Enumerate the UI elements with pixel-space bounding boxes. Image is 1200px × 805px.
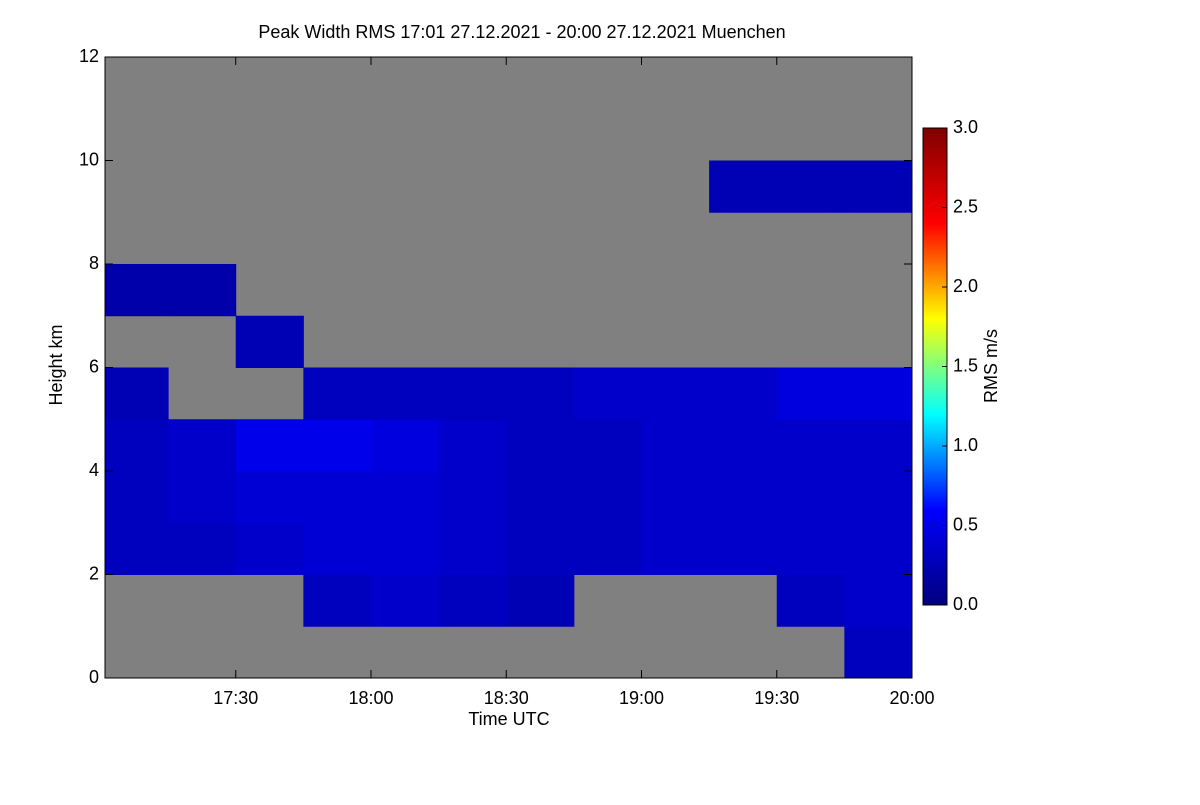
heatmap-cell	[438, 471, 507, 524]
heatmap-cell	[438, 522, 507, 575]
heatmap-cell	[438, 574, 507, 627]
heatmap-cell	[641, 419, 710, 472]
y-tick-label: 6	[89, 356, 99, 376]
heatmap-cell	[641, 522, 710, 575]
y-tick-label: 4	[89, 460, 99, 480]
heatmap-cell	[573, 522, 642, 575]
y-tick-label: 12	[79, 46, 99, 66]
heatmap-cell	[709, 160, 778, 213]
heatmap-cell	[776, 367, 845, 420]
heatmap-cell	[370, 367, 440, 420]
heatmap-cell	[105, 264, 169, 317]
heatmap-cell	[235, 419, 304, 472]
heatmap-cell	[844, 574, 912, 627]
heatmap-cell	[303, 419, 372, 472]
x-tick-label: 19:00	[619, 688, 664, 708]
heatmap-cell	[641, 367, 710, 420]
heatmap-cell	[235, 522, 304, 575]
chart-title: Peak Width RMS 17:01 27.12.2021 - 20:00 …	[258, 22, 785, 42]
heatmap-cell	[370, 471, 440, 524]
heatmap-cell	[641, 471, 710, 524]
heatmap-cell	[709, 471, 778, 524]
heatmap-cell	[844, 626, 912, 678]
x-tick-label: 18:00	[348, 688, 393, 708]
y-tick-label: 8	[89, 253, 99, 273]
colorbar-tick-label: 1.0	[953, 435, 978, 455]
x-tick-label: 19:30	[754, 688, 799, 708]
heatmap-cell	[303, 522, 372, 575]
heatmap-cell	[506, 522, 575, 575]
x-tick-label: 18:30	[484, 688, 529, 708]
y-tick-label: 2	[89, 563, 99, 583]
heatmap-cell	[438, 367, 507, 420]
colorbar-tick-label: 3.0	[953, 117, 978, 137]
heatmap-cell	[506, 471, 575, 524]
heatmap	[105, 57, 912, 678]
heatmap-cell	[506, 419, 575, 472]
y-tick-label: 0	[89, 667, 99, 687]
heatmap-cell	[168, 264, 237, 317]
heatmap-cell	[573, 367, 642, 420]
heatmap-cell	[105, 419, 169, 472]
heatmap-cell	[105, 471, 169, 524]
heatmap-cell	[168, 471, 237, 524]
heatmap-cell	[438, 419, 507, 472]
heatmap-cell	[844, 367, 912, 420]
heatmap-cell	[303, 471, 372, 524]
heatmap-cell	[506, 367, 575, 420]
heatmap-cell	[235, 471, 304, 524]
colorbar-label: RMS m/s	[981, 329, 1001, 403]
heatmap-cell	[168, 419, 237, 472]
heatmap-cell	[370, 574, 440, 627]
heatmap-cell	[303, 574, 372, 627]
heatmap-cell	[105, 522, 169, 575]
heatmap-cell	[709, 522, 778, 575]
heatmap-cell	[844, 522, 912, 575]
heatmap-cell	[844, 419, 912, 472]
heatmap-cell	[709, 367, 778, 420]
y-tick-label: 10	[79, 149, 99, 169]
colorbar-tick-label: 2.0	[953, 276, 978, 296]
colorbar-tick-label: 0.5	[953, 514, 978, 534]
heatmap-cell	[844, 471, 912, 524]
colorbar-tick-label: 0.0	[953, 594, 978, 614]
heatmap-cell	[370, 522, 440, 575]
x-tick-label: 20:00	[889, 688, 934, 708]
heatmap-cell	[776, 160, 845, 213]
heatmap-cell	[168, 522, 237, 575]
x-axis-label: Time UTC	[468, 709, 549, 729]
heatmap-cell	[506, 574, 575, 627]
heatmap-cell	[105, 367, 169, 420]
heatmap-cell	[303, 367, 372, 420]
heatmap-cell	[776, 574, 845, 627]
colorbar-tick-label: 2.5	[953, 196, 978, 216]
heatmap-cell	[776, 471, 845, 524]
heatmap-cell	[776, 419, 845, 472]
x-tick-label: 17:30	[213, 688, 258, 708]
heatmap-cell	[370, 419, 440, 472]
y-axis-label: Height km	[46, 324, 66, 405]
heatmap-cell	[844, 160, 912, 213]
colorbar-tick-label: 1.5	[953, 355, 978, 375]
heatmap-cell	[709, 419, 778, 472]
heatmap-cell	[573, 471, 642, 524]
heatmap-cell	[776, 522, 845, 575]
heatmap-cell	[235, 315, 304, 368]
heatmap-cell	[573, 419, 642, 472]
